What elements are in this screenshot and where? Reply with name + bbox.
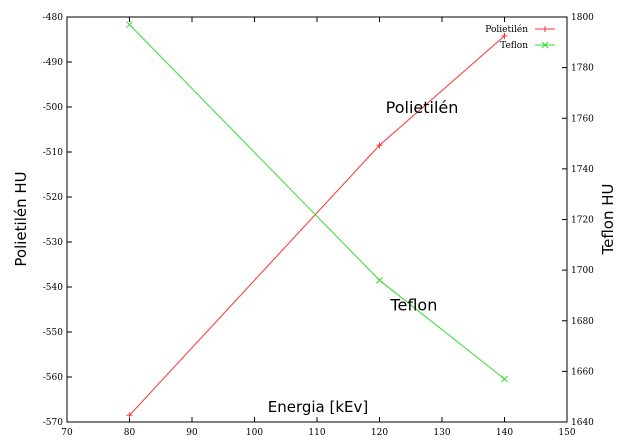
- y-tick-label-right: 1780: [571, 64, 594, 74]
- y-tick-label-left: -530: [43, 238, 63, 248]
- y-tick-label-right: 1720: [571, 216, 594, 226]
- y-axis-label-left: Polietilén HU: [12, 171, 30, 266]
- x-tick-label: 70: [61, 428, 73, 438]
- y-tick-label-right: 1680: [571, 317, 594, 327]
- x-tick-label: 120: [371, 428, 388, 438]
- y-tick-label-right: 1760: [571, 114, 594, 124]
- legend-label-teflon: Teflon: [500, 41, 528, 51]
- annotation-polietilen: Polietilén: [386, 98, 459, 117]
- series-line-0: [130, 36, 505, 415]
- series-layer: [127, 22, 508, 419]
- y-tick-label-left: -480: [43, 13, 63, 23]
- y-tick-label-right: 1740: [571, 165, 594, 175]
- legend: Polietilén Teflon: [485, 24, 555, 51]
- y-tick-label-left: -500: [43, 103, 63, 113]
- x-tick-label: 140: [496, 428, 513, 438]
- x-tick-label: 110: [308, 428, 325, 438]
- series-line-1: [130, 25, 505, 379]
- ticks-layer: 70 80 90 100 110 120 130 140 150 -570 -560 -550 -540…: [43, 13, 594, 438]
- legend-label-polietilen: Polietilén: [485, 24, 528, 35]
- x-tick-label: 100: [246, 428, 263, 438]
- annotation-teflon: Teflon: [389, 296, 437, 315]
- y-tick-label-right: 1800: [571, 13, 594, 23]
- y-tick-label-left: -490: [43, 58, 63, 68]
- data-point-1: [127, 22, 133, 28]
- y-tick-label-left: -520: [43, 193, 63, 203]
- x-tick-label: 80: [124, 428, 136, 438]
- y-tick-label-left: -560: [43, 373, 63, 383]
- data-point-1: [502, 376, 508, 382]
- y-axis-label-right: Teflon HU: [599, 183, 617, 255]
- plot-frame: [67, 17, 567, 422]
- x-tick-label: 150: [558, 428, 575, 438]
- y-tick-label-right: 1660: [571, 367, 594, 377]
- x-tick-label: 130: [433, 428, 450, 438]
- y-tick-label-left: -570: [43, 418, 63, 428]
- y-tick-label-left: -550: [43, 328, 63, 338]
- x-tick-label: 90: [186, 428, 198, 438]
- y-tick-label-left: -540: [43, 283, 63, 293]
- y-tick-label-right: 1640: [571, 418, 594, 428]
- legend-marker-polietilen: [542, 26, 548, 32]
- x-axis-label: Energia [kEv]: [268, 398, 369, 416]
- y-tick-label-right: 1700: [571, 266, 594, 276]
- y-tick-label-left: -510: [43, 148, 63, 158]
- data-point-1: [377, 277, 383, 283]
